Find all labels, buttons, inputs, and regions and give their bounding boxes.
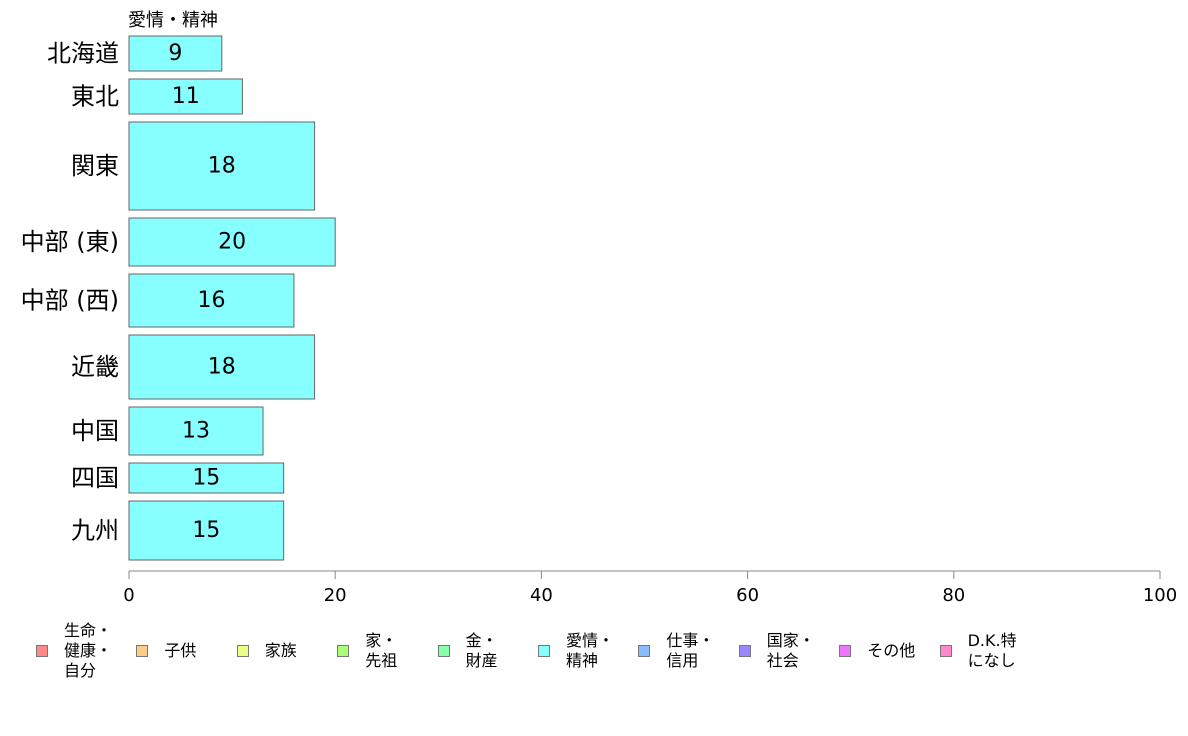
category-label: 中国: [71, 417, 119, 445]
legend-item: その他: [839, 620, 915, 682]
x-tick-label: 20: [324, 585, 347, 606]
bar: [128, 406, 264, 456]
legend-swatch: [638, 645, 651, 657]
value-label: 15: [192, 466, 220, 491]
bar: [128, 121, 316, 211]
series-title: 愛情・精神: [128, 10, 218, 31]
legend-label: 愛情・ 精神: [566, 631, 615, 670]
legend-swatch: [738, 645, 751, 657]
legend-item: 子供: [136, 620, 196, 682]
legend-item: 家・ 先祖: [337, 620, 397, 682]
legend-swatch: [36, 645, 48, 657]
bar-chart: 愛情・精神 北海道 9 東北 11 関東 18 中部 (東) 20 中部 (西) 16 近畿 18 中国…: [21, 10, 1178, 606]
legend-swatch: [136, 645, 149, 657]
x-tick-label: 0: [123, 585, 134, 606]
legend-label: 家族: [264, 641, 297, 660]
category-label: 北海道: [47, 40, 119, 68]
legend-swatch: [939, 645, 952, 657]
x-axis: 0 20 40 60 80 100: [123, 570, 1177, 606]
value-label: 9: [168, 41, 182, 66]
bar: [128, 217, 336, 267]
legend-label: 家・ 先祖: [365, 631, 398, 670]
value-label: 15: [192, 518, 220, 543]
value-label: 13: [182, 419, 210, 444]
value-label: 20: [218, 230, 246, 255]
legend-item: D.K.特 になし: [939, 620, 1017, 682]
category-label: 中部 (西): [21, 287, 119, 315]
bar: [128, 334, 316, 400]
bar: [128, 500, 285, 561]
legend-item: 生命・ 健康・ 自分: [36, 620, 112, 682]
category-label: 東北: [71, 83, 119, 111]
legend-label: その他: [867, 641, 916, 660]
x-tick-label: 60: [736, 585, 759, 606]
legend-item: 仕事・ 信用: [638, 620, 714, 682]
legend-item: 金・ 財産: [437, 620, 498, 682]
bar: [128, 78, 243, 115]
legend-swatch: [337, 645, 350, 657]
bar: [128, 273, 295, 328]
category-label: 九州: [71, 517, 119, 545]
legend-label: 生命・ 健康・ 自分: [64, 621, 113, 680]
legend-swatch: [437, 645, 450, 657]
legend-label: 仕事・ 信用: [666, 631, 715, 670]
legend-label: D.K.特 になし: [967, 631, 1017, 670]
category-label: 四国: [71, 464, 119, 492]
category-label: 関東: [71, 152, 119, 180]
value-label: 18: [208, 154, 236, 179]
category-label: 中部 (東): [21, 228, 119, 256]
x-tick-label: 40: [530, 585, 553, 606]
x-tick-label: 80: [942, 585, 965, 606]
legend-label: 子供: [164, 641, 197, 660]
value-label: 11: [172, 84, 200, 109]
bar: [128, 462, 285, 494]
x-tick-label: 100: [1143, 585, 1177, 606]
legend-label: 金・ 財産: [465, 631, 498, 670]
value-label: 16: [197, 288, 225, 313]
legend-swatch: [538, 645, 550, 657]
legend-item: 国家・ 社会: [738, 620, 815, 682]
category-label: 近畿: [71, 353, 119, 381]
legend-label: 国家・ 社会: [766, 631, 815, 670]
legend-item: 愛情・ 精神: [538, 620, 614, 682]
bar: [128, 35, 223, 72]
legend: 生命・ 健康・ 自分 子供 家族 家・ 先祖 金・ 財産 愛情・ 精神 仕事・ 信用 国家・ …: [36, 620, 1156, 690]
value-label: 18: [208, 355, 236, 380]
legend-swatch: [236, 645, 249, 657]
legend-swatch: [839, 645, 852, 657]
bars-group: 北海道 9 東北 11 関東 18 中部 (東) 20 中部 (西) 16 近畿 18 中国 13 四国 15…: [21, 35, 336, 561]
legend-item: 家族: [236, 620, 297, 682]
